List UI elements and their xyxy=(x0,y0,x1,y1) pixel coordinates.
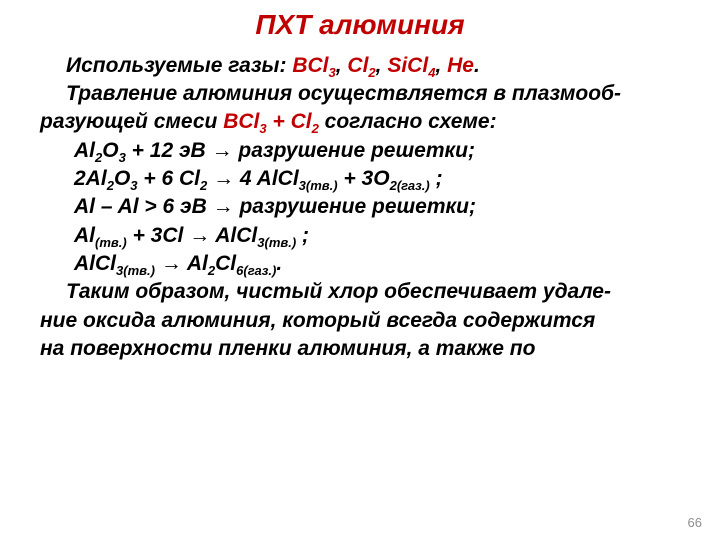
t: Cl xyxy=(347,54,368,77)
page-number: 66 xyxy=(688,515,702,530)
t: SiCl xyxy=(387,54,428,77)
mix-1: BCl3 + Cl2 xyxy=(223,110,319,133)
t: Al xyxy=(182,252,208,275)
s: 3 xyxy=(130,178,137,193)
s: 3 xyxy=(259,121,266,136)
t: . xyxy=(276,252,282,275)
arrow-icon: → xyxy=(213,195,234,218)
t: согласно схеме: xyxy=(319,110,497,133)
t: BCl xyxy=(292,54,328,77)
t: 2Al xyxy=(74,167,107,190)
arrow-icon: → xyxy=(189,224,210,247)
arrow-icon: → xyxy=(213,167,234,190)
gas-2: Cl2 xyxy=(347,54,375,77)
t: разрушение решетки; xyxy=(233,139,475,162)
gas-4: He xyxy=(447,54,474,77)
gases-line: Используемые газы: BCl3, Cl2, SiCl4, He. xyxy=(40,52,680,80)
intro-line-1: Травление алюминия осуществляется в плаз… xyxy=(40,80,680,108)
sep: , xyxy=(435,54,447,77)
t: разующей смеси xyxy=(40,110,223,133)
arrow-icon: → xyxy=(212,139,233,162)
suffix: . xyxy=(474,54,480,77)
equation-5: AlCl3(тв.) → Al2Cl6(газ.). xyxy=(40,250,680,278)
t: Al xyxy=(74,224,95,247)
t: + 3Cl xyxy=(127,224,189,247)
equation-2: 2Al2O3 + 6 Cl2 → 4 AlCl3(тв.) + 3O2(газ.… xyxy=(40,165,680,193)
t: BCl xyxy=(223,110,259,133)
s: 6(газ.) xyxy=(236,263,276,278)
t: + 12 эВ xyxy=(126,139,212,162)
gas-3: SiCl4 xyxy=(387,54,435,77)
s: 3(тв.) xyxy=(116,263,155,278)
s: 2(газ.) xyxy=(390,178,430,193)
slide-title: ПХТ алюминия xyxy=(40,8,680,42)
equation-3: Al – Al > 6 эВ → разрушение решетки; xyxy=(40,193,680,221)
slide: ПХТ алюминия Используемые газы: BCl3, Cl… xyxy=(0,0,720,540)
sep: , xyxy=(376,54,388,77)
sep: , xyxy=(336,54,348,77)
t: O xyxy=(114,167,130,190)
s: 3 xyxy=(329,65,336,80)
s: 3 xyxy=(119,150,126,165)
t: + 3O xyxy=(338,167,390,190)
t: O xyxy=(102,139,118,162)
s: 2 xyxy=(368,65,375,80)
t: Cl xyxy=(215,252,236,275)
t: + 6 Cl xyxy=(138,167,200,190)
intro-line-2: разующей смеси BCl3 + Cl2 согласно схеме… xyxy=(40,108,680,136)
t: AlCl xyxy=(74,252,116,275)
equation-1: Al2O3 + 12 эВ → разрушение решетки; xyxy=(40,137,680,165)
s: (тв.) xyxy=(95,235,127,250)
gases-prefix: Используемые газы: xyxy=(66,54,292,77)
t: Al xyxy=(74,139,95,162)
outro-line-1: Таким образом, чистый хлор обеспечивает … xyxy=(40,278,680,306)
equation-4: Al(тв.) + 3Cl → AlCl3(тв.) ; xyxy=(40,222,680,250)
s: 3(тв.) xyxy=(257,235,296,250)
s: 3(тв.) xyxy=(299,178,338,193)
outro-line-2: ние оксида алюминия, который всегда соде… xyxy=(40,307,680,335)
arrow-icon: → xyxy=(161,252,182,275)
gas-1: BCl3 xyxy=(292,54,335,77)
outro-line-3: на поверхности пленки алюминия, а также … xyxy=(40,335,680,363)
t: ; xyxy=(430,167,443,190)
s: 2 xyxy=(107,178,114,193)
t: Al – Al > 6 эВ xyxy=(74,195,213,218)
t: разрушение решетки; xyxy=(234,195,476,218)
t: 4 AlCl xyxy=(234,167,299,190)
t: ; xyxy=(296,224,309,247)
t: AlCl xyxy=(210,224,257,247)
t: + Cl xyxy=(267,110,312,133)
s: 2 xyxy=(312,121,319,136)
